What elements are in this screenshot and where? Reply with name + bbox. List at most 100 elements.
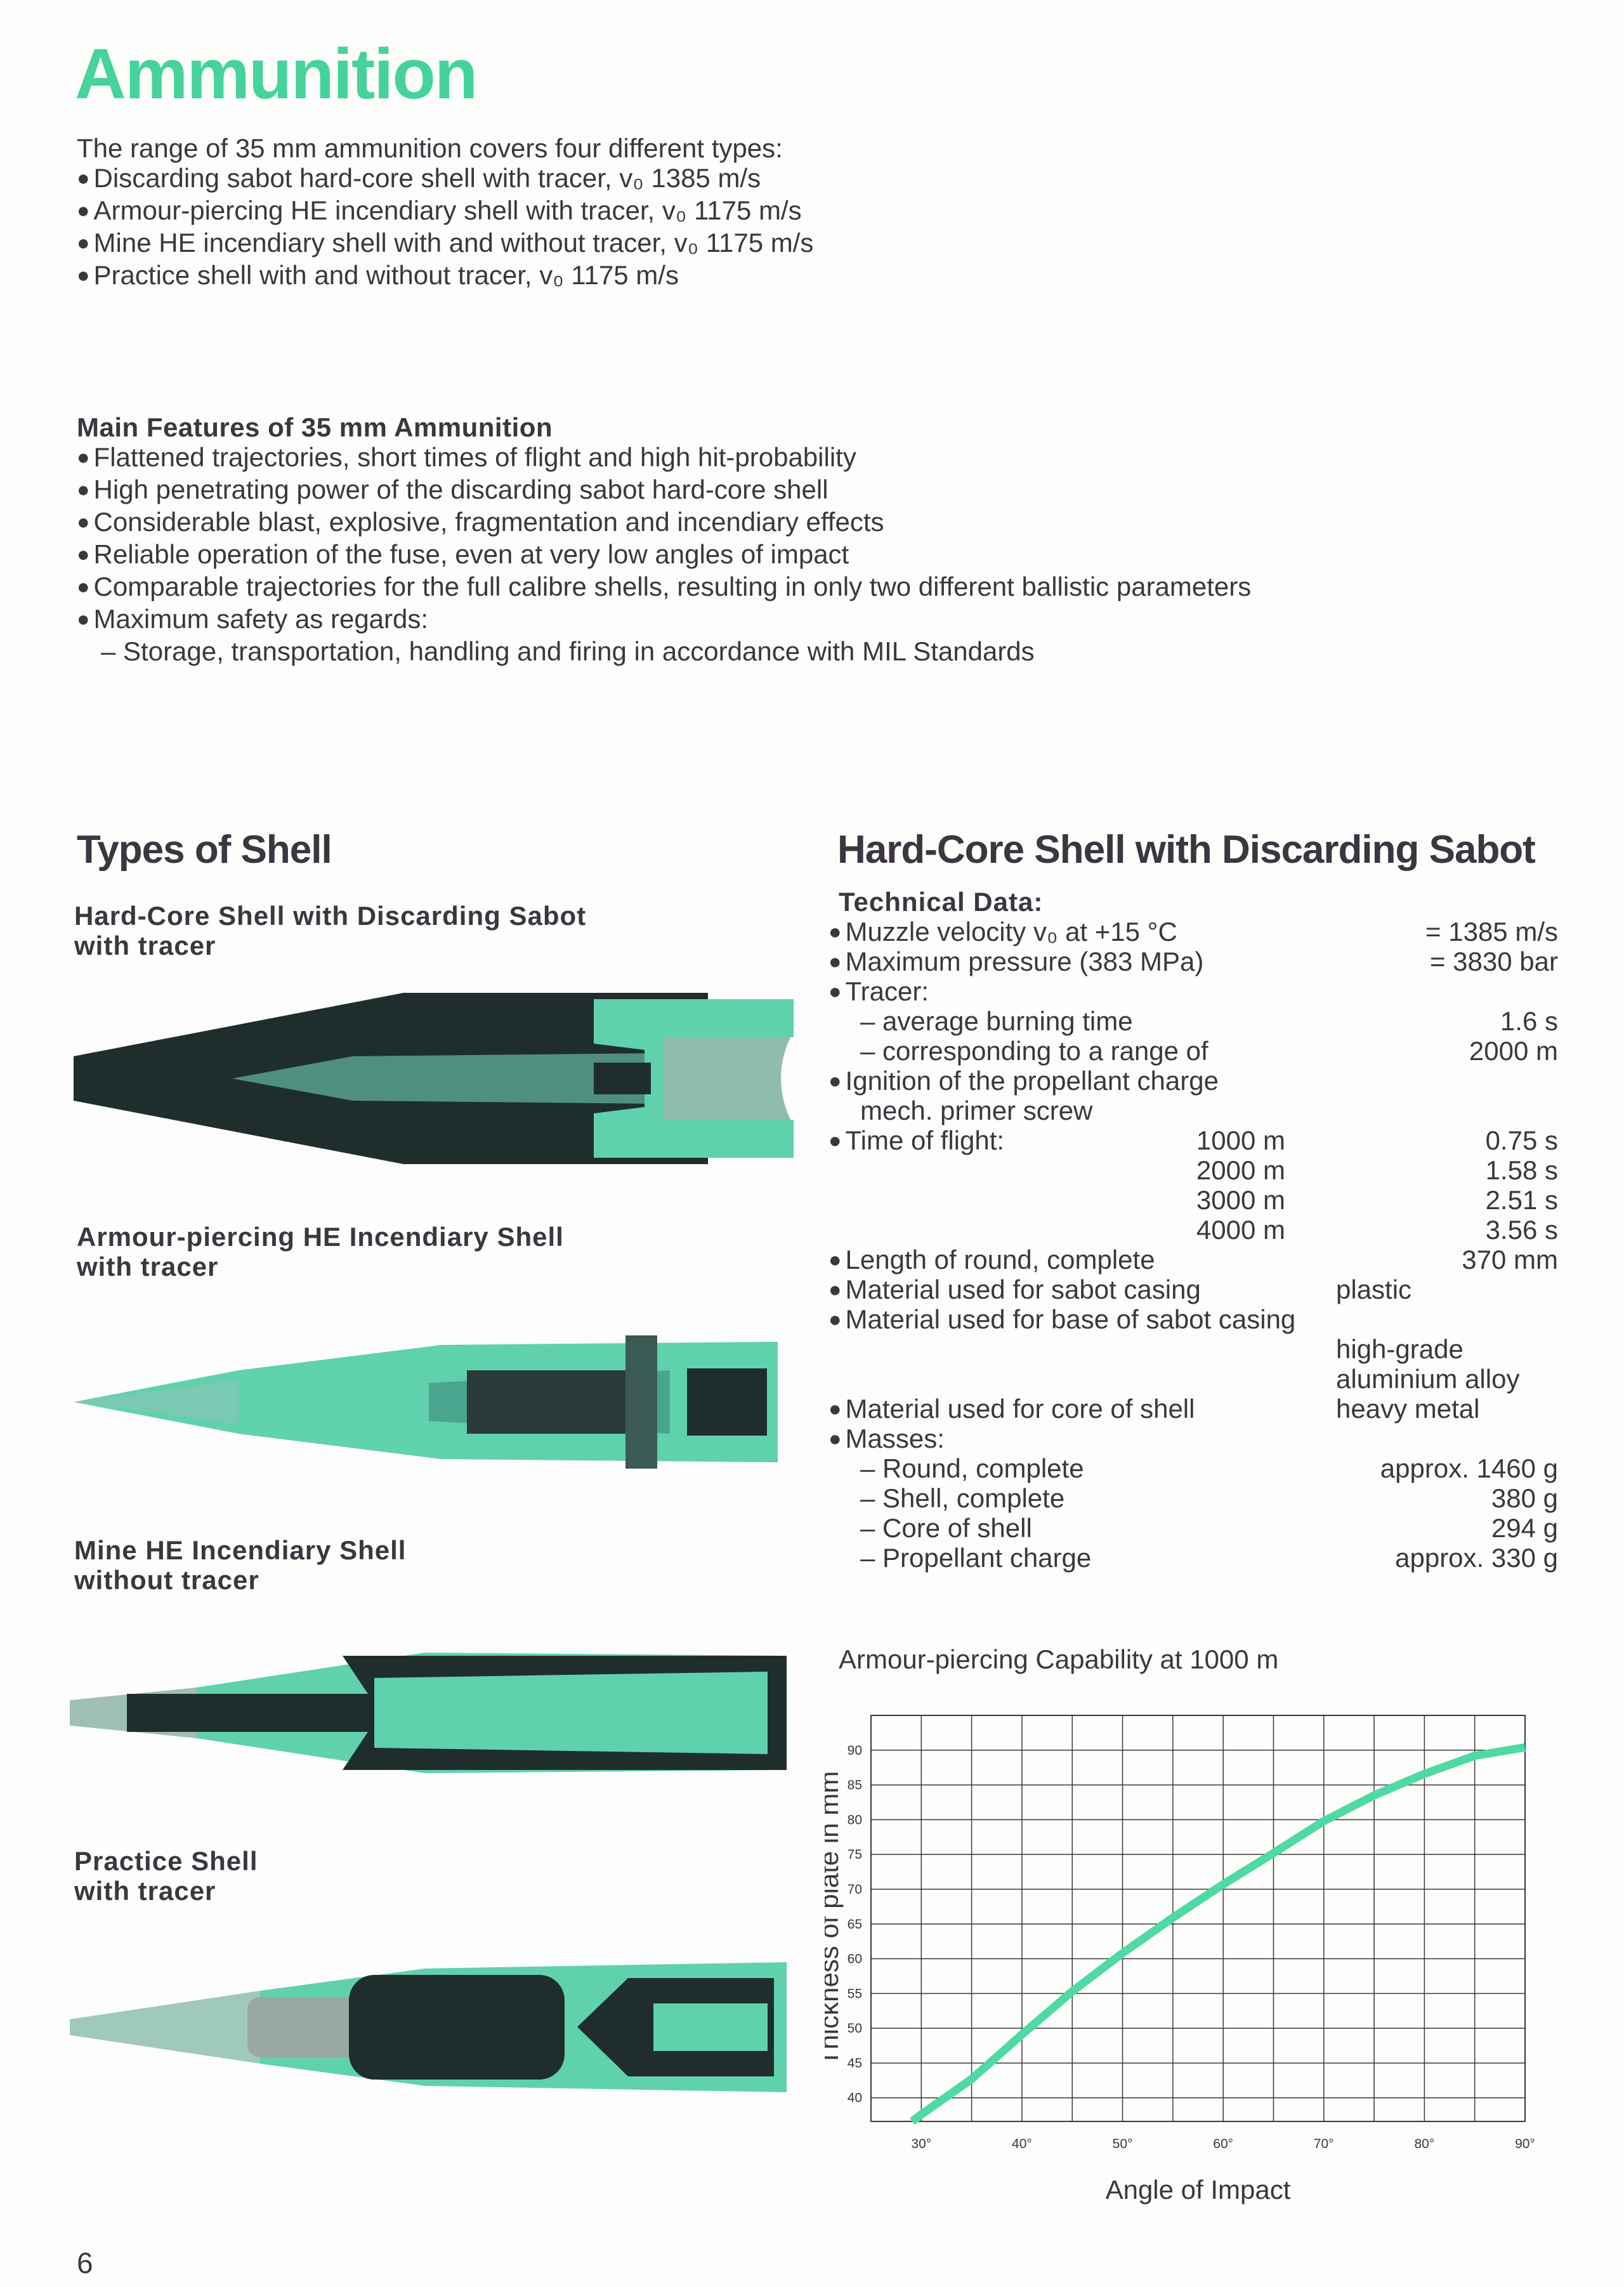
tech-value: 2000 m [1469,1036,1558,1066]
tech-label: – Round, complete [860,1453,1084,1483]
tech-label: Masses: [828,1424,945,1454]
y-tick-label: 70 [848,1882,862,1897]
tech-row: – corresponding to a range of 2000 m [828,1036,1558,1066]
feature-list-item: Flattened trajectories, short times of f… [77,442,1251,475]
tech-label: Time of flight: [828,1125,1005,1156]
x-axis-label: Angle of Impact [1106,2175,1291,2205]
tech-label: Material used for sabot casing [828,1275,1201,1305]
tech-value: 3.56 s [1485,1215,1558,1245]
tech-label: Ignition of the propellant charge [828,1066,1219,1096]
tech-label: Material used for core of shell [828,1394,1195,1424]
tech-value: 1.58 s [1485,1155,1558,1185]
tech-label: Tracer: [828,976,929,1007]
tech-row: Length of round, complete 370 mm [828,1245,1558,1275]
mine-he-shell-image [70,1653,787,1773]
tech-row: aluminium alloy [828,1364,1558,1394]
tech-value: high-grade [1336,1334,1464,1364]
tech-row: Tracer: [828,976,1558,1006]
types-heading: Types of Shell [77,828,332,872]
y-tick-label: 90 [848,1743,862,1758]
tech-label: – Core of shell [860,1513,1032,1543]
tech-value: aluminium alloy [1336,1364,1520,1394]
tech-value: 1.6 s [1500,1006,1558,1036]
tech-label: Maximum pressure (383 MPa) [828,947,1204,977]
tech-value: heavy metal [1336,1394,1480,1424]
tech-row: Muzzle velocity v₀ at +15 °C = 1385 m/s [828,917,1558,947]
shell-2-title: Armour-piercing HE Incendiary Shell with … [77,1222,564,1281]
intro-lead: The range of 35 mm ammunition covers fou… [77,133,783,163]
features-subitem: – Storage, transportation, handling and … [101,636,1035,666]
tech-row: 2000 m 1.58 s [828,1155,1558,1185]
tech-distance: 4000 m [1196,1215,1285,1245]
tech-value: = 3830 bar [1429,947,1558,976]
tech-value: = 1385 m/s [1425,917,1558,947]
tech-value: 294 g [1491,1513,1558,1543]
page-title: Ammunition [75,34,478,114]
feature-list-item: Maximum safety as regards: [77,604,1251,636]
tech-subheading: Technical Data: [839,887,1044,917]
armour-piercing-chart: 40 45 50 55 60 65 70 75 80 85 90 30° 40° 50° 60° 70° 80°… [825,1715,1535,2205]
page-number: 6 [77,2246,93,2279]
y-tick-label: 85 [848,1778,862,1793]
shell-4-title: Practice Shell with tracer [74,1846,258,1906]
tech-row: – average burning time 1.6 s [828,1006,1558,1036]
y-tick-label: 65 [848,1917,862,1932]
y-tick-label: 50 [848,2021,862,2036]
features-section: Main Features of 35 mm Ammunition Flatte… [77,412,1251,666]
y-tick-label: 60 [848,1952,862,1967]
tech-row: – Propellant charge approx. 330 g [828,1543,1558,1573]
y-tick-label: 80 [848,1812,862,1827]
intro-list-item: Discarding sabot hard-core shell with tr… [77,163,813,195]
tech-distance: 1000 m [1196,1125,1285,1155]
tech-row: Masses: [828,1424,1558,1453]
y-tick-label: 45 [848,2056,862,2071]
tech-row: 3000 m 2.51 s [828,1185,1558,1215]
x-tick-label: 30° [911,2137,931,2151]
tech-row: Maximum pressure (383 MPa) = 3830 bar [828,947,1558,976]
intro-list-item: Mine HE incendiary shell with and withou… [77,228,814,260]
y-tick-label: 75 [848,1847,862,1862]
tech-value: 0.75 s [1485,1125,1558,1155]
x-tick-label: 70° [1314,2137,1334,2151]
tech-label: – average burning time [860,1006,1133,1036]
ap-he-shell-image [74,1335,778,1469]
intro-list-item: Practice shell with and without tracer, … [77,260,813,292]
sabot-shell-image [74,993,794,1164]
tech-label: – corresponding to a range of [860,1036,1208,1066]
x-tick-label: 40° [1012,2137,1032,2151]
tech-row: Material used for base of sabot casing [828,1304,1558,1334]
tech-label: Muzzle velocity v₀ at +15 °C [828,917,1177,947]
chart-title: Armour-piercing Capability at 1000 m [839,1644,1279,1674]
tech-label: – Propellant charge [860,1543,1092,1573]
tech-value: approx. 1460 g [1380,1453,1558,1483]
tech-label: Material used for base of sabot casing [828,1304,1296,1335]
tech-row: mech. primer screw [828,1096,1558,1125]
features-heading: Main Features of 35 mm Ammunition [77,412,553,442]
tech-heading: Hard-Core Shell with Discarding Sabot [837,828,1536,872]
tech-label: – Shell, complete [860,1483,1065,1513]
y-tick-label: 55 [848,1986,862,2001]
tech-data-list: Muzzle velocity v₀ at +15 °C= 1385 m/sMa… [828,917,1558,1573]
feature-list-item: Considerable blast, explosive, fragmenta… [77,507,1251,539]
series-line [910,1743,1526,2125]
tech-value: 380 g [1491,1483,1558,1513]
y-tick-label: 40 [848,2091,862,2106]
tech-label: Length of round, complete [828,1245,1155,1275]
tech-row: Material used for sabot casing plastic [828,1275,1558,1304]
x-tick-label: 50° [1113,2137,1133,2151]
shell-1-title: Hard-Core Shell with Discarding Sabot wit… [74,901,587,960]
tech-value: plastic [1336,1275,1412,1304]
tech-value: 2.51 s [1485,1185,1558,1215]
x-tick-label: 80° [1415,2137,1435,2151]
tech-value: approx. 330 g [1395,1543,1558,1573]
tech-row: – Round, complete approx. 1460 g [828,1453,1558,1483]
feature-list-item: Comparable trajectories for the full cal… [77,572,1252,604]
tech-row: – Shell, complete 380 g [828,1483,1558,1513]
tech-row: Time of flight: 1000 m 0.75 s [828,1125,1558,1155]
intro-section: The range of 35 mm ammunition covers fou… [77,133,813,292]
x-tick-label: 90° [1515,2137,1535,2151]
tech-row: – Core of shell 294 g [828,1513,1558,1543]
tech-value: 370 mm [1462,1245,1558,1275]
tech-distance: 2000 m [1196,1155,1285,1185]
tech-row: 4000 m 3.56 s [828,1215,1558,1245]
